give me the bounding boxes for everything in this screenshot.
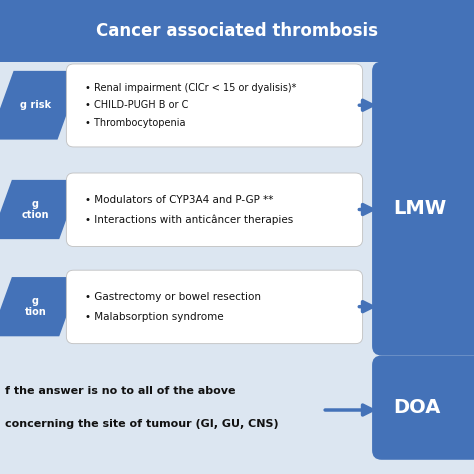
Text: • Interactions with anticâncer therapies: • Interactions with anticâncer therapies bbox=[85, 214, 293, 225]
FancyBboxPatch shape bbox=[372, 356, 474, 460]
Text: DOA: DOA bbox=[393, 398, 441, 417]
Text: g risk: g risk bbox=[20, 100, 51, 110]
Text: LMW: LMW bbox=[393, 199, 447, 218]
Text: f the answer is no to all of the above: f the answer is no to all of the above bbox=[5, 386, 235, 396]
FancyBboxPatch shape bbox=[372, 62, 474, 356]
Polygon shape bbox=[0, 71, 82, 140]
FancyBboxPatch shape bbox=[66, 270, 363, 344]
Text: • CHILD-PUGH B or C: • CHILD-PUGH B or C bbox=[85, 100, 189, 110]
FancyBboxPatch shape bbox=[66, 173, 363, 246]
Polygon shape bbox=[0, 180, 81, 239]
Text: g
tion: g tion bbox=[25, 296, 46, 318]
Text: • Renal impairment (ClCr < 15 or dyalisis)*: • Renal impairment (ClCr < 15 or dyalisi… bbox=[85, 83, 297, 93]
Text: concerning the site of tumour (GI, GU, CNS): concerning the site of tumour (GI, GU, C… bbox=[5, 419, 278, 429]
FancyBboxPatch shape bbox=[66, 64, 363, 147]
Text: • Gastrectomy or bowel resection: • Gastrectomy or bowel resection bbox=[85, 292, 261, 302]
Text: Cancer associated thrombosis: Cancer associated thrombosis bbox=[96, 22, 378, 40]
Text: • Malabsorption syndrome: • Malabsorption syndrome bbox=[85, 312, 224, 322]
FancyBboxPatch shape bbox=[0, 0, 474, 62]
Text: g
ction: g ction bbox=[22, 199, 49, 220]
Text: • Modulators of CYP3A4 and P-GP **: • Modulators of CYP3A4 and P-GP ** bbox=[85, 195, 273, 205]
Text: • Thrombocytopenia: • Thrombocytopenia bbox=[85, 118, 186, 128]
Polygon shape bbox=[0, 277, 81, 337]
